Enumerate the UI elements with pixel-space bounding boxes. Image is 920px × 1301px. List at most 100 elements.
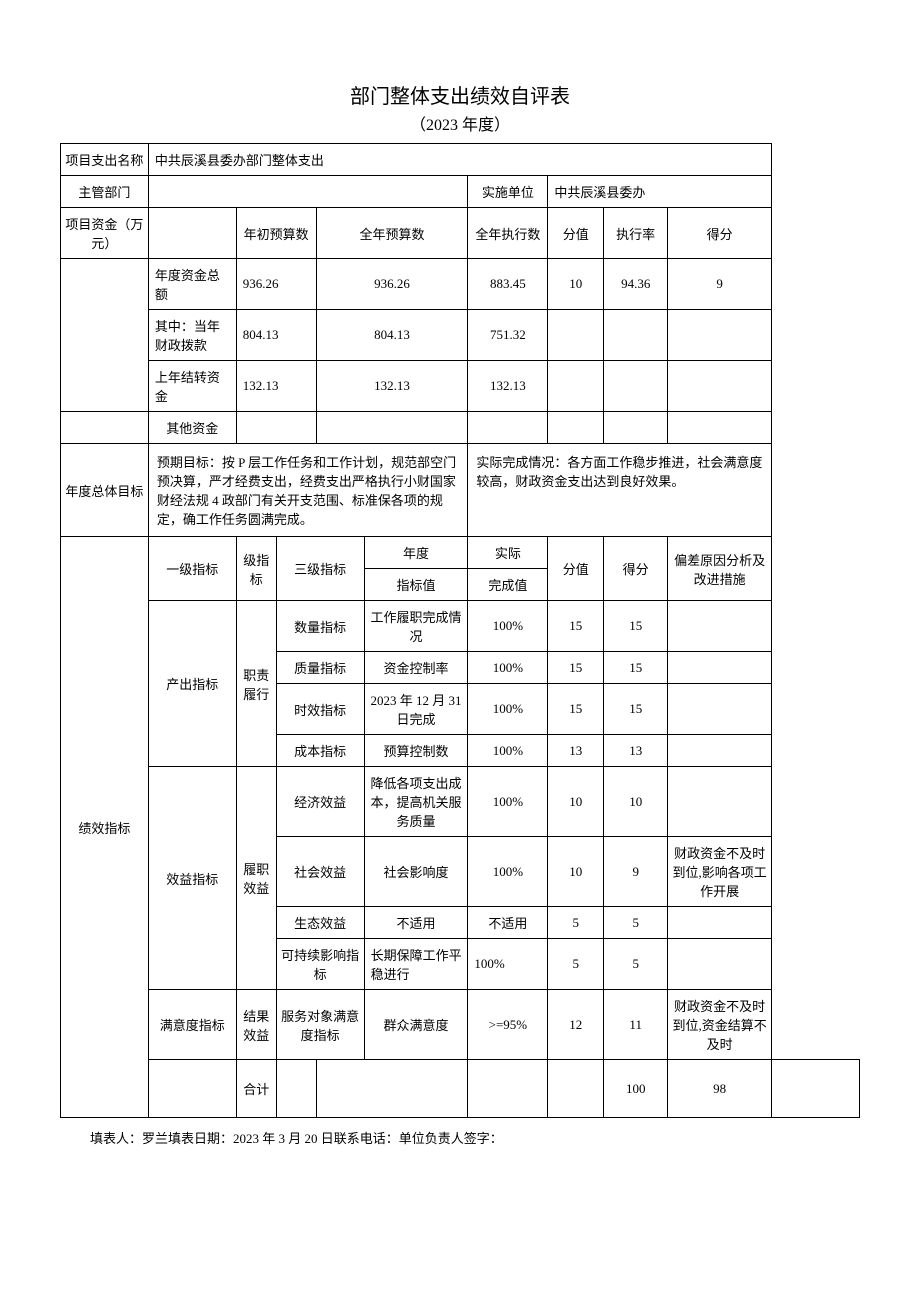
cell-label: 数量指标 (276, 601, 364, 652)
table-row: 年度总体目标 预期目标：按 P 层工作任务和工作计划，规范部空门预决算，严才经费… (61, 444, 860, 537)
cell-value: 群众满意度 (364, 990, 468, 1060)
table-row: 上年结转资金 132.13 132.13 132.13 (61, 361, 860, 412)
cell-value: 98 (668, 1060, 772, 1118)
cell-label: 其他资金 (148, 412, 236, 444)
page-subtitle: （2023 年度） (60, 111, 860, 135)
cell-value: 15 (604, 684, 668, 735)
cell-value: 长期保障工作平稳进行 (364, 939, 468, 990)
cell-label: 一级指标 (148, 537, 236, 601)
cell-label: 满意度指标 (148, 990, 236, 1060)
cell-value (668, 652, 772, 684)
cell-label: 产出指标 (148, 601, 236, 767)
cell-label: 年初预算数 (236, 208, 316, 259)
cell-value (668, 907, 772, 939)
table-row: 年度资金总额 936.26 936.26 883.45 10 94.36 9 (61, 259, 860, 310)
cell-value (548, 412, 604, 444)
cell-value: 中共辰溪县委办 (548, 176, 772, 208)
cell-label: 全年执行数 (468, 208, 548, 259)
cell-value: 100% (468, 684, 548, 735)
table-row: 主管部门 实施单位 中共辰溪县委办 (61, 176, 860, 208)
cell-value: 10 (548, 837, 604, 907)
cell-value: 工作履职完成情况 (364, 601, 468, 652)
cell-value: 15 (548, 652, 604, 684)
cell-value (604, 361, 668, 412)
cell-value: 5 (604, 907, 668, 939)
cell-label: 实际 (468, 537, 548, 569)
cell-label: 年度资金总额 (148, 259, 236, 310)
cell-value: 10 (604, 767, 668, 837)
cell-value (548, 361, 604, 412)
cell-value (148, 176, 468, 208)
cell-label: 三级指标 (276, 537, 364, 601)
cell-spacer (61, 412, 149, 444)
cell-label: 服务对象满意度指标 (276, 990, 364, 1060)
cell-value: 社会影响度 (364, 837, 468, 907)
cell-label: 结果效益 (236, 990, 276, 1060)
cell-value: 9 (604, 837, 668, 907)
cell-value: 100% (468, 939, 548, 990)
cell-value: 10 (548, 259, 604, 310)
cell-value (548, 310, 604, 361)
cell-value: 132.13 (316, 361, 468, 412)
cell-value: 财政资金不及时到位,资金结算不及时 (668, 990, 772, 1060)
cell-value: 2023 年 12 月 31 日完成 (364, 684, 468, 735)
cell-value (668, 767, 772, 837)
cell-label: 其中：当年财政拨款 (148, 310, 236, 361)
cell-label: 实施单位 (468, 176, 548, 208)
cell-spacer (61, 310, 149, 361)
cell-value: 不适用 (364, 907, 468, 939)
cell-value: 12 (548, 990, 604, 1060)
cell-label: 执行率 (604, 208, 668, 259)
cell-label: 全年预算数 (316, 208, 468, 259)
cell-value: 中共辰溪县委办部门整体支出 (148, 144, 771, 176)
cell-value (668, 310, 772, 361)
cell-value (468, 1060, 548, 1118)
cell-value (316, 412, 468, 444)
cell-value: 15 (604, 601, 668, 652)
cell-value: 100% (468, 767, 548, 837)
page-title: 部门整体支出绩效自评表 (60, 80, 860, 109)
cell-value: 15 (548, 601, 604, 652)
cell-value (148, 208, 236, 259)
cell-label: 得分 (668, 208, 772, 259)
cell-value (772, 1060, 860, 1118)
cell-value (316, 1060, 468, 1118)
cell-value: 100% (468, 837, 548, 907)
cell-value: 11 (604, 990, 668, 1060)
cell-label: 合计 (236, 1060, 276, 1118)
cell-value (236, 412, 316, 444)
cell-value: 13 (548, 735, 604, 767)
cell-label: 生态效益 (276, 907, 364, 939)
cell-value: 100% (468, 735, 548, 767)
cell-value: 94.36 (604, 259, 668, 310)
cell-label: 绩效指标 (61, 537, 149, 1118)
table-row: 其中：当年财政拨款 804.13 804.13 751.32 (61, 310, 860, 361)
cell-value: 936.26 (316, 259, 468, 310)
cell-value: >=95% (468, 990, 548, 1060)
cell-label: 职责履行 (236, 601, 276, 767)
cell-label: 成本指标 (276, 735, 364, 767)
cell-label: 社会效益 (276, 837, 364, 907)
cell-label: 偏差原因分析及改进措施 (668, 537, 772, 601)
table-row: 项目支出名称 中共辰溪县委办部门整体支出 (61, 144, 860, 176)
cell-label: 得分 (604, 537, 668, 601)
cell-value (548, 1060, 604, 1118)
cell-value (668, 735, 772, 767)
cell-value: 751.32 (468, 310, 548, 361)
cell-value (668, 939, 772, 990)
cell-value: 883.45 (468, 259, 548, 310)
cell-label: 年度总体目标 (61, 444, 149, 537)
cell-label: 效益指标 (148, 767, 236, 990)
cell-value: 10 (548, 767, 604, 837)
table-row: 效益指标 履职效益 经济效益 降低各项支出成本，提高机关服务质量 100% 10… (61, 767, 860, 837)
cell-value: 实际完成情况：各方面工作稳步推进，社会满意度较高，财政资金支出达到良好效果。 (468, 444, 772, 537)
cell-spacer (148, 1060, 236, 1118)
cell-value: 资金控制率 (364, 652, 468, 684)
cell-value: 13 (604, 735, 668, 767)
cell-value: 132.13 (236, 361, 316, 412)
cell-value: 不适用 (468, 907, 548, 939)
cell-label: 可持续影响指标 (276, 939, 364, 990)
cell-value: 804.13 (236, 310, 316, 361)
cell-label: 级指标 (236, 537, 276, 601)
cell-label: 主管部门 (61, 176, 149, 208)
